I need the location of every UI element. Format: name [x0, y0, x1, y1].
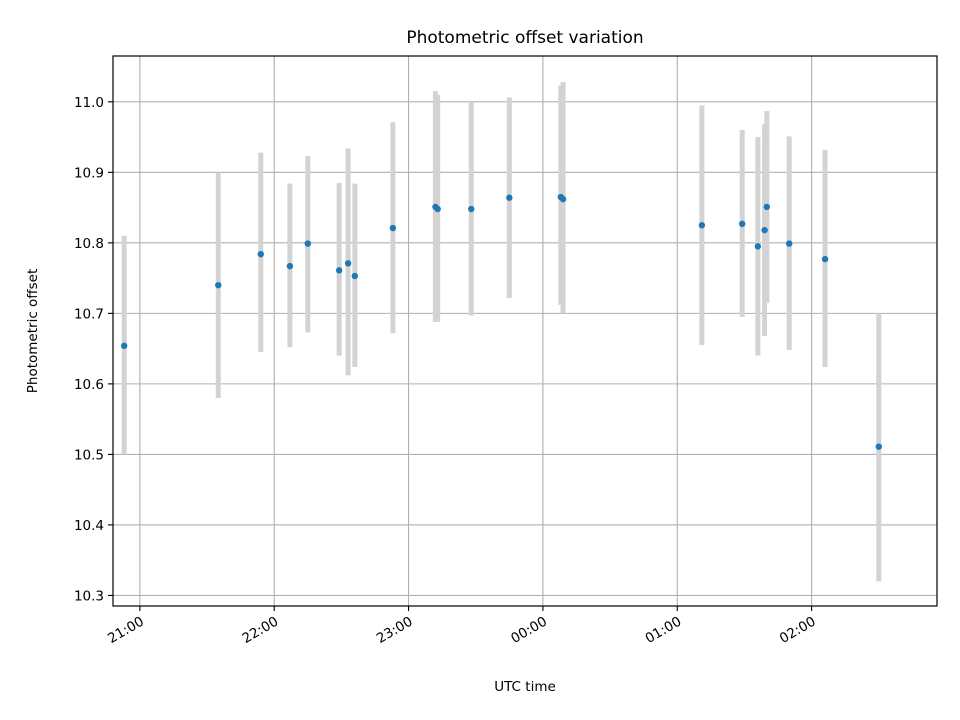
- data-point: [468, 205, 475, 213]
- data-point: [351, 272, 359, 280]
- chart-title: Photometric offset variation: [406, 28, 643, 48]
- x-axis-label: UTC time: [494, 679, 556, 695]
- data-point: [257, 250, 264, 258]
- data-point: [821, 255, 829, 263]
- data-point: [389, 224, 397, 232]
- y-tick-label: 10.9: [74, 165, 104, 181]
- data-point: [875, 443, 882, 450]
- data-point: [120, 342, 128, 350]
- data-point: [754, 243, 762, 250]
- point-layer: [120, 193, 882, 450]
- grid-layer: [113, 56, 937, 606]
- data-point: [763, 203, 771, 211]
- data-point: [761, 226, 768, 234]
- y-tick-label: 10.3: [74, 588, 104, 604]
- data-point: [506, 194, 513, 201]
- data-point: [786, 240, 793, 247]
- data-point: [215, 281, 222, 289]
- y-tick-label: 10.8: [74, 236, 104, 252]
- data-point: [335, 267, 343, 274]
- y-axis-label: Photometric offset: [25, 269, 41, 393]
- y-tick-label: 10.5: [74, 447, 104, 463]
- data-point: [559, 195, 567, 203]
- y-tick-label: 10.4: [74, 518, 104, 534]
- plot-frame: [112, 55, 938, 607]
- data-point: [738, 220, 746, 228]
- y-tick-label: 10.7: [74, 306, 104, 322]
- data-point: [304, 240, 312, 247]
- data-point: [434, 205, 441, 213]
- data-point: [698, 222, 706, 229]
- y-tick-label: 11.0: [74, 95, 104, 111]
- data-point: [286, 262, 294, 270]
- y-tick-label: 10.6: [74, 377, 104, 393]
- data-point: [344, 260, 352, 267]
